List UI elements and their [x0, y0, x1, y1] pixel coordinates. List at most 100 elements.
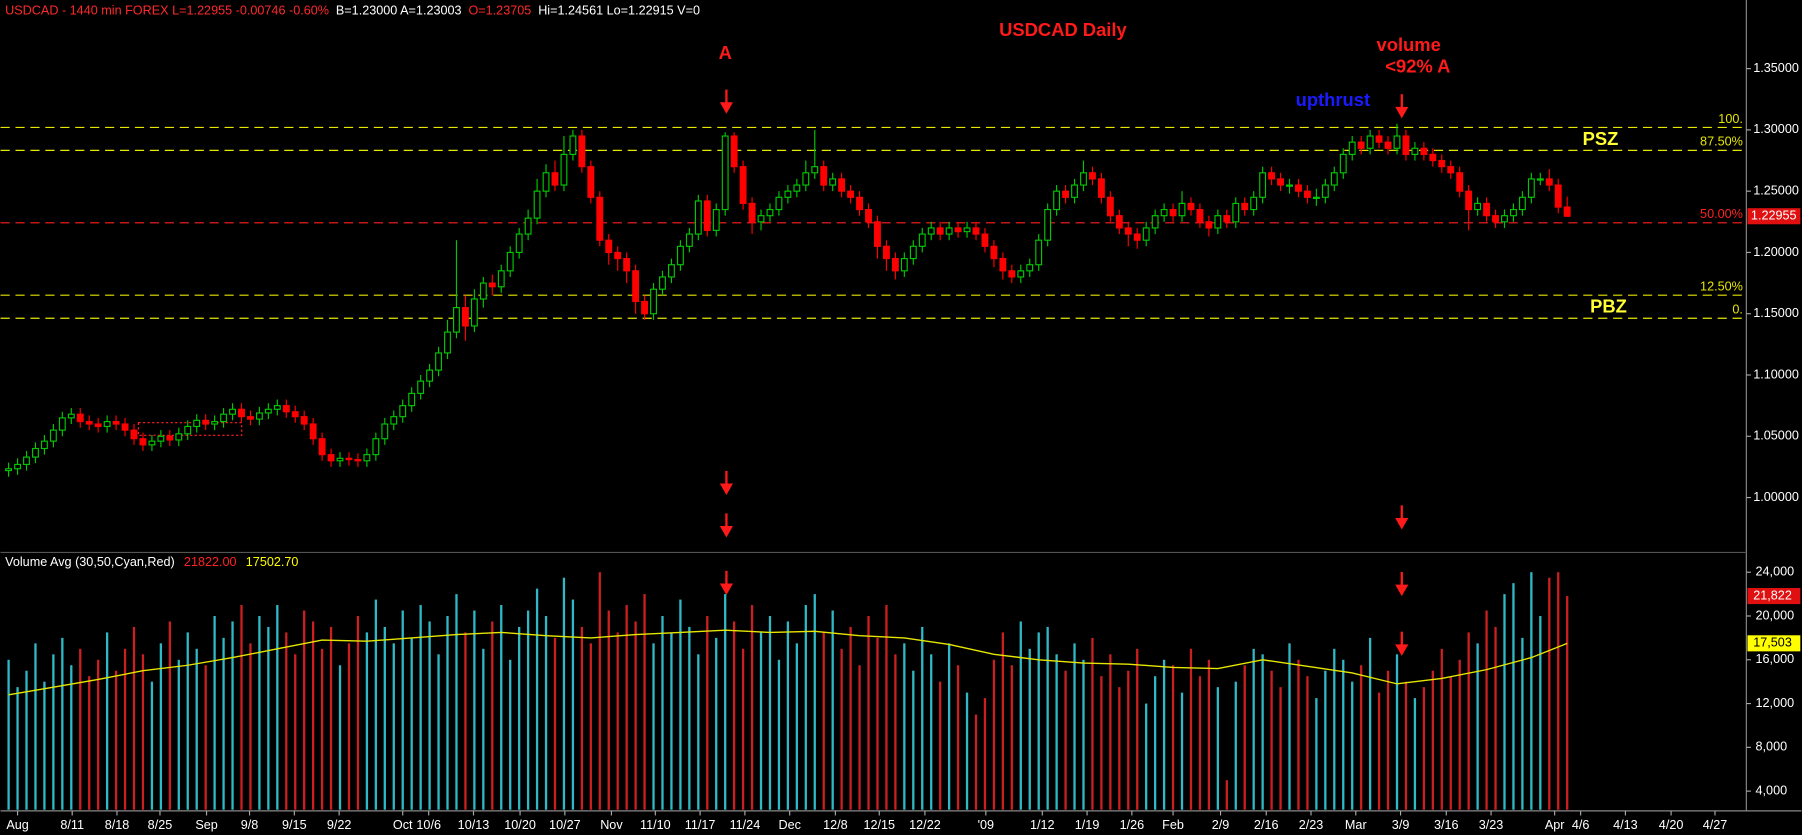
- volume-bar: [1055, 654, 1058, 810]
- candle-body: [1536, 178, 1544, 181]
- volume-bar: [652, 643, 655, 810]
- candle-body: [1286, 184, 1293, 187]
- volume-bar: [482, 648, 485, 810]
- x-tick-label: 3/16: [1434, 818, 1459, 832]
- candle-body: [49, 429, 57, 442]
- volume-bar: [1324, 670, 1327, 810]
- volume-bar: [70, 665, 73, 810]
- volume-bar: [97, 659, 100, 810]
- candle-body: [103, 420, 111, 428]
- candle-body: [336, 457, 344, 462]
- value-box-label: 21,822: [1753, 588, 1792, 602]
- volume-bar: [1100, 676, 1103, 810]
- candle-body: [918, 233, 926, 247]
- x-tick-label: 11/10: [640, 818, 671, 832]
- x-tick-label: 4/20: [1659, 818, 1684, 832]
- x-tick-label: 4/13: [1613, 818, 1638, 832]
- volume-bar: [930, 654, 933, 810]
- volume-bar: [1198, 676, 1202, 810]
- volume-bar: [1467, 632, 1470, 810]
- candle-body: [1465, 190, 1473, 211]
- volume-bar: [992, 659, 996, 810]
- x-tick-label: 1/26: [1120, 818, 1145, 832]
- x-tick-label: Dec: [778, 818, 800, 832]
- candle-body: [641, 300, 649, 315]
- arrows: [719, 89, 1409, 656]
- volume-bar: [1503, 594, 1506, 810]
- candle-body: [874, 221, 881, 247]
- arrow-head: [1395, 517, 1409, 530]
- level-label: 50.00%: [1700, 207, 1743, 221]
- volume-bar: [589, 643, 592, 810]
- volume-bar: [1171, 665, 1175, 810]
- volume-bar: [1243, 665, 1246, 810]
- volume-bar: [186, 632, 189, 810]
- candle-body: [1348, 141, 1356, 155]
- candle-body: [470, 298, 478, 327]
- volume-bar: [1019, 621, 1022, 810]
- candle-body: [1393, 135, 1401, 149]
- candle-body: [945, 227, 953, 235]
- candle-body: [184, 425, 192, 435]
- volume-bar: [1557, 572, 1560, 810]
- volume-bar: [777, 659, 781, 810]
- volume-bar: [715, 637, 718, 810]
- volume-bar: [285, 632, 288, 810]
- volume-bar: [1216, 687, 1219, 810]
- range-box: [137, 422, 243, 436]
- volume-bar: [419, 605, 422, 810]
- candle-body: [1088, 172, 1096, 180]
- volume-bar: [392, 643, 395, 810]
- volume-bar: [52, 654, 55, 810]
- candle-body: [739, 166, 747, 205]
- volume-bar: [1162, 659, 1166, 810]
- volume-bar: [303, 610, 306, 810]
- candle-body: [775, 196, 783, 211]
- y-tick-label: 12,000: [1756, 696, 1795, 710]
- candle-body: [23, 456, 30, 466]
- volume-bar: [150, 681, 154, 810]
- candle-body: [1268, 172, 1276, 180]
- volume-bar: [840, 648, 843, 810]
- volume-bar: [1109, 654, 1112, 810]
- candle-body: [990, 245, 998, 260]
- candle-body: [659, 276, 666, 290]
- candle-body: [721, 135, 729, 211]
- volume-bar: [939, 681, 942, 810]
- volume-bar: [983, 698, 987, 810]
- candle-body: [399, 405, 407, 418]
- candle-body: [1384, 141, 1392, 149]
- candle-body: [1357, 141, 1365, 149]
- volume-bar: [526, 610, 530, 810]
- volume-bar: [61, 637, 64, 810]
- volume-bar: [1073, 643, 1076, 810]
- candle-body: [1250, 196, 1258, 211]
- candle-body: [1223, 215, 1231, 223]
- candle-body: [121, 423, 129, 431]
- header-part: USDCAD - 1440 min FOREX L=1.22955 -0.007…: [5, 4, 329, 18]
- annotation: A: [719, 42, 732, 63]
- candle-body: [426, 369, 434, 382]
- volume-bar: [867, 615, 870, 810]
- volume-bar: [1440, 648, 1443, 810]
- legend-label: Volume Avg (30,50,Cyan,Red): [5, 555, 175, 569]
- candle-body: [1142, 227, 1150, 241]
- volume-bar: [1189, 648, 1193, 810]
- candle-body: [1420, 147, 1428, 155]
- volume-bar: [553, 637, 557, 810]
- volume-bar: [813, 594, 816, 810]
- volume-bar: [544, 615, 548, 810]
- volume-bar: [1449, 676, 1452, 810]
- volume-bar: [822, 632, 825, 810]
- candle-body: [1518, 196, 1526, 211]
- candle-body: [632, 270, 640, 303]
- volume-bar: [374, 599, 377, 810]
- x-tick-label: Aug: [6, 818, 28, 832]
- candle-body: [67, 413, 75, 419]
- candle-body: [1447, 166, 1455, 174]
- candle-body: [515, 233, 523, 254]
- header-part: Hi=1.24561 Lo=1.22915 V=0: [538, 4, 700, 18]
- candle-body: [1151, 215, 1159, 229]
- volume-bar: [1279, 687, 1282, 810]
